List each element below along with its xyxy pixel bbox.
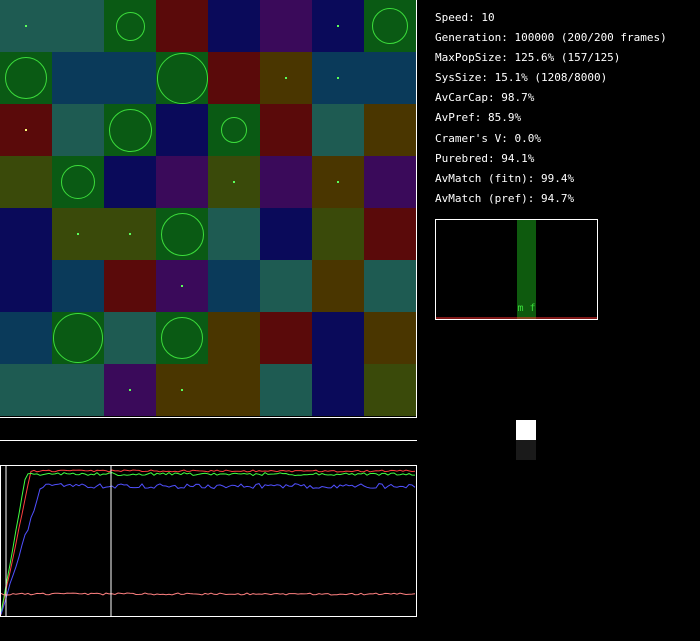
population-dot [285, 77, 287, 79]
series-line-blue [0, 483, 416, 615]
stats-panel: Speed: 10 Generation: 100000 (200/200 fr… [435, 8, 667, 209]
grid-cell[interactable] [208, 260, 260, 312]
series-line-red [0, 469, 416, 615]
grid-cell[interactable] [364, 156, 416, 208]
grid-cell[interactable] [312, 364, 364, 416]
population-circle [5, 57, 47, 99]
grid-cell[interactable] [260, 364, 312, 416]
population-dot [129, 389, 131, 391]
timeline-strip [0, 421, 417, 441]
grid-cell[interactable] [104, 260, 156, 312]
av-match-fitn-readout: AvMatch (fitn): 99.4% [435, 171, 575, 185]
population-dot [25, 25, 27, 27]
grid-cell[interactable] [260, 156, 312, 208]
population-circle [108, 108, 152, 152]
population-dot [337, 181, 339, 183]
population-dot [181, 285, 183, 287]
grid-cell[interactable] [364, 312, 416, 364]
grid-cell[interactable] [104, 156, 156, 208]
population-circle [53, 313, 103, 363]
grid-cell[interactable] [364, 52, 416, 104]
grid-cell[interactable] [0, 156, 52, 208]
histogram-label: m f [517, 303, 535, 314]
population-dot [25, 129, 27, 131]
world-grid[interactable] [0, 0, 417, 418]
grid-cell[interactable] [312, 312, 364, 364]
grid-cell[interactable] [52, 52, 104, 104]
grid-cell[interactable] [312, 104, 364, 156]
grid-cell[interactable] [364, 260, 416, 312]
grid-cell[interactable] [0, 260, 52, 312]
grid-cell[interactable] [364, 104, 416, 156]
grid-cell[interactable] [260, 260, 312, 312]
grid-cell[interactable] [364, 364, 416, 416]
grid-cell[interactable] [52, 364, 104, 416]
population-circle [372, 8, 408, 44]
grid-cell[interactable] [260, 208, 312, 260]
population-circle [61, 165, 95, 199]
matrix-svg [436, 339, 597, 499]
grid-cell[interactable] [0, 312, 52, 364]
av-pref-readout: AvPref: 85.9% [435, 111, 522, 125]
matrix-cell-dim [516, 440, 536, 460]
grid-cell[interactable] [208, 364, 260, 416]
grid-cell[interactable] [208, 312, 260, 364]
population-circle [156, 52, 208, 104]
grid-cell[interactable] [156, 156, 208, 208]
generation-readout: Generation: 100000 (200/200 frames) [435, 31, 667, 45]
population-dot [77, 233, 79, 235]
preference-matrix [436, 339, 597, 499]
grid-cell[interactable] [156, 0, 208, 52]
histogram-svg: m f [436, 220, 597, 319]
grid-cell[interactable] [156, 104, 208, 156]
grid-cell[interactable] [52, 104, 104, 156]
history-plot-svg [0, 466, 416, 616]
population-circle [221, 117, 247, 143]
purebred-readout: Purebred: 94.1% [435, 151, 535, 165]
population-dot [181, 389, 183, 391]
sys-size-readout: SysSize: 15.1% (1208/8000) [435, 71, 608, 85]
grid-cell[interactable] [52, 0, 104, 52]
population-dot [337, 77, 339, 79]
population-dot [337, 25, 339, 27]
grid-cell[interactable] [260, 312, 312, 364]
grid-cell[interactable] [312, 208, 364, 260]
grid-cell[interactable] [364, 208, 416, 260]
av-match-pref-readout: AvMatch (pref): 94.7% [435, 191, 575, 205]
av-car-cap-readout: AvCarCap: 98.7% [435, 91, 535, 105]
population-circle [161, 317, 203, 359]
grid-cell[interactable] [52, 260, 104, 312]
population-dot [233, 181, 235, 183]
cramers-v-readout: Cramer's V: 0.0% [435, 131, 541, 145]
grid-cell[interactable] [208, 208, 260, 260]
histogram-bar [517, 220, 536, 319]
grid-cell[interactable] [208, 52, 260, 104]
population-circle [115, 11, 145, 41]
speed-readout: Speed: 10 [435, 11, 495, 24]
grid-cell[interactable] [312, 260, 364, 312]
max-pop-size-readout: MaxPopSize: 125.6% (157/125) [435, 51, 621, 65]
grid-cell[interactable] [104, 312, 156, 364]
grid-cell[interactable] [0, 208, 52, 260]
grid-cell[interactable] [260, 104, 312, 156]
population-circle [160, 212, 204, 256]
series-line-green [0, 471, 415, 613]
grid-cell[interactable] [260, 0, 312, 52]
grid-cell[interactable] [104, 52, 156, 104]
grid-cell[interactable] [208, 0, 260, 52]
matrix-cell-bright [516, 420, 536, 440]
grid-cell[interactable] [0, 364, 52, 416]
population-dot [129, 233, 131, 235]
history-plot [0, 465, 417, 617]
series-line-pink [0, 592, 416, 596]
mating-histogram: m f [435, 219, 598, 320]
